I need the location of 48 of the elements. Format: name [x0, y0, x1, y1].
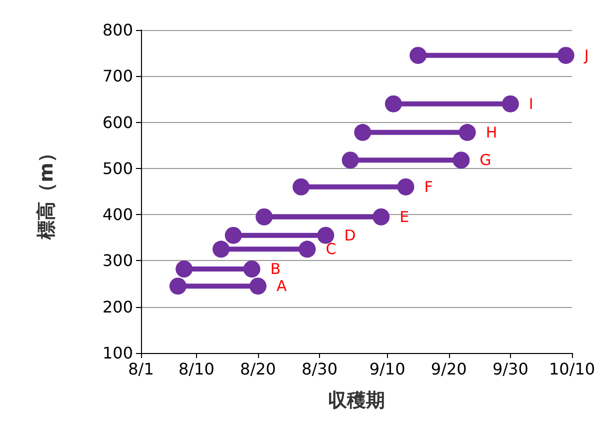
x-tick-label: 8/30 — [302, 360, 338, 378]
y-tick-label: 600 — [102, 112, 133, 132]
point — [298, 240, 316, 258]
point — [250, 278, 266, 295]
y-tick-label: 200 — [102, 297, 133, 316]
y-tick-label: 100 — [102, 344, 133, 362]
y-tick-label: 800 — [102, 20, 133, 40]
series-label: H — [486, 123, 498, 142]
point — [169, 278, 186, 295]
series-label: J — [583, 46, 589, 64]
point — [317, 226, 334, 244]
series-label: D — [344, 226, 356, 244]
x-axis-title: 収穫期 — [328, 390, 385, 412]
x-tick-label: 10/10 — [548, 360, 596, 378]
y-tick-label: 300 — [102, 251, 133, 270]
point — [354, 124, 372, 141]
point — [384, 95, 402, 112]
series-label: F — [424, 178, 433, 196]
series-label: E — [400, 208, 410, 226]
series-label: I — [528, 94, 534, 113]
point — [224, 226, 242, 244]
point — [243, 260, 260, 278]
point — [410, 46, 427, 64]
point — [176, 260, 193, 278]
y-axis-title: 標高（m） — [36, 144, 58, 240]
point — [458, 124, 476, 141]
series-label: A — [276, 277, 288, 296]
point — [256, 208, 273, 226]
y-tick-label: 700 — [102, 66, 133, 86]
point — [502, 95, 519, 112]
point — [292, 178, 310, 196]
point — [397, 178, 414, 196]
x-tick-label: 8/20 — [240, 360, 276, 378]
y-tick-label: 500 — [102, 158, 133, 178]
x-tick-label: 9/30 — [492, 360, 528, 378]
point — [212, 240, 230, 258]
point — [557, 46, 574, 64]
x-tick-label: 8/1 — [128, 360, 154, 378]
x-tick-label: 8/10 — [178, 360, 214, 378]
point — [452, 152, 470, 169]
point — [372, 208, 390, 226]
x-tick-label: 9/10 — [369, 360, 406, 378]
point — [342, 152, 359, 169]
y-tick-label: 400 — [102, 205, 133, 224]
series-label: G — [480, 151, 492, 170]
x-tick-label: 9/20 — [430, 360, 467, 378]
series-label: C — [326, 240, 336, 258]
series-label: B — [270, 260, 281, 278]
